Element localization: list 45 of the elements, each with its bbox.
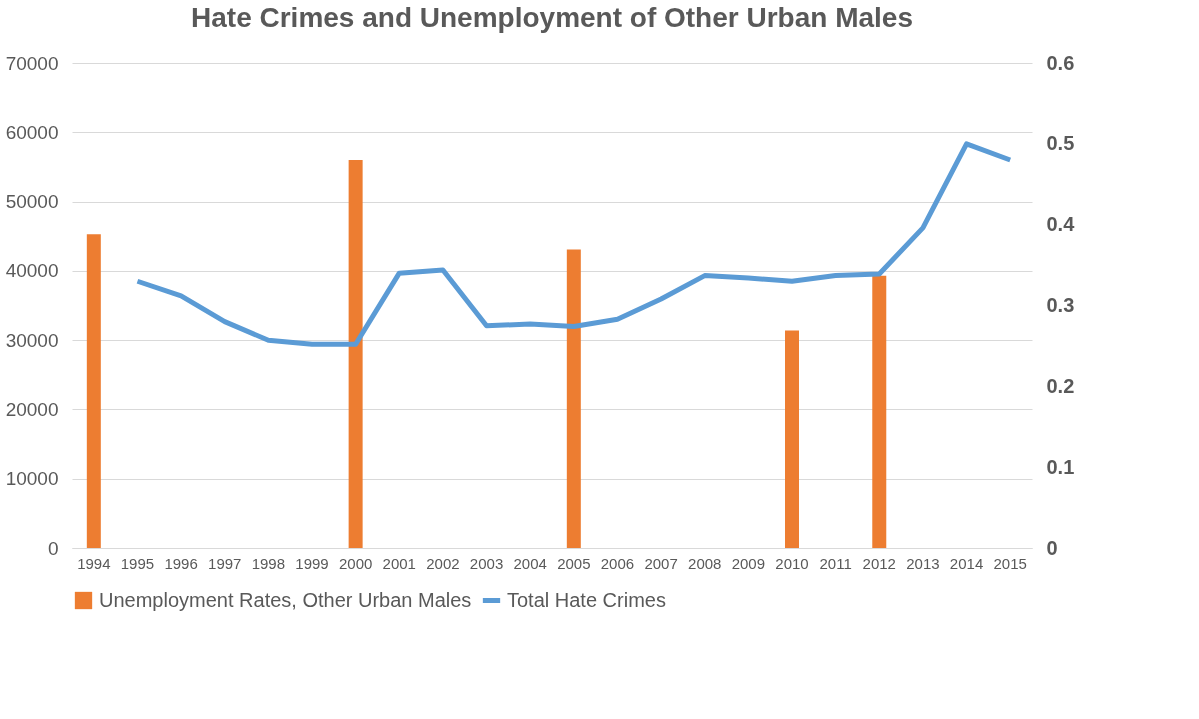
- y-tick-label: 20000: [5, 398, 59, 420]
- y-tick-label: 50000: [5, 191, 59, 213]
- y2-tick-label: 0.6: [1046, 51, 1075, 74]
- bar: [872, 275, 887, 548]
- x-tick-label: 2010: [775, 554, 809, 572]
- x-tick-label: 1994: [77, 554, 111, 572]
- y-tick-label: 30000: [5, 329, 59, 351]
- x-tick-label: 2013: [906, 554, 940, 572]
- y-tick-label: 70000: [5, 52, 59, 74]
- y-tick-label: 60000: [5, 121, 59, 143]
- legend-label: Unemployment Rates, Other Urban Males: [99, 588, 472, 611]
- y-tick-label: 0: [47, 537, 59, 559]
- x-tick-label: 2001: [382, 554, 416, 572]
- bar: [566, 249, 581, 548]
- x-tick-label: 2014: [949, 554, 984, 572]
- bar: [785, 330, 799, 548]
- x-tick-label: 2007: [644, 554, 678, 572]
- y2-tick-label: 0.1: [1046, 455, 1075, 478]
- bar: [348, 160, 363, 548]
- x-tick-label: 2012: [862, 554, 896, 572]
- y2-tick-label: 0.4: [1046, 213, 1076, 236]
- y-tick-label: 40000: [5, 260, 59, 282]
- x-tick-label: 2009: [731, 554, 766, 572]
- bar: [86, 234, 101, 548]
- x-tick-label: 1999: [295, 554, 329, 572]
- x-tick-label: 2005: [557, 554, 591, 572]
- x-tick-label: 2004: [513, 554, 547, 572]
- x-tick-label: 2003: [469, 554, 504, 572]
- x-tick-label: 1997: [208, 554, 242, 572]
- y2-tick-label: 0.3: [1046, 294, 1075, 316]
- x-tick-label: 2008: [688, 554, 722, 572]
- y2-tick-label: 0.5: [1046, 132, 1075, 155]
- x-tick-label: 1995: [120, 554, 155, 572]
- x-tick-label: 1998: [251, 554, 286, 572]
- x-tick-label: 2011: [819, 554, 852, 572]
- x-tick-label: 1996: [164, 554, 198, 572]
- x-tick-label: 2002: [426, 554, 460, 572]
- legend-label: Total Hate Crimes: [507, 588, 666, 611]
- x-tick-label: 2006: [600, 554, 635, 572]
- y-tick-label: 10000: [5, 468, 59, 490]
- y2-tick-label: 0.2: [1046, 374, 1075, 397]
- chart-title: Hate Crimes and Unemployment of Other Urban Males: [191, 2, 913, 33]
- x-tick-label: 2000: [338, 554, 373, 572]
- y2-tick-label: 0: [1046, 536, 1058, 559]
- x-tick-label: 2015: [993, 554, 1027, 572]
